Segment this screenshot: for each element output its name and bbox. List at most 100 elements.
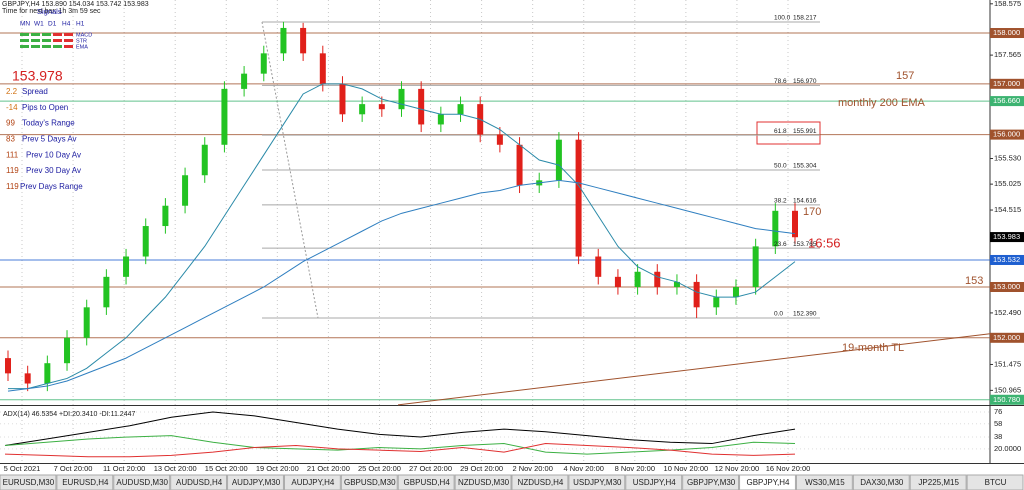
candle-body <box>44 363 51 384</box>
signal-box <box>64 33 73 36</box>
signal-box <box>20 33 29 36</box>
tab-label[interactable]: WS30,M15 <box>805 478 845 487</box>
x-tick-label: 25 Oct 20:00 <box>358 464 401 473</box>
timeframe: W1 <box>34 21 44 28</box>
price-tag-label: 158.000 <box>993 28 1020 37</box>
tab-label[interactable]: EURUSD,M30 <box>3 478 55 487</box>
candle-body <box>5 358 11 374</box>
tab[interactable] <box>568 474 626 490</box>
candle-body <box>64 337 71 364</box>
indicator-name: STR <box>76 38 87 44</box>
candle-body <box>673 281 680 287</box>
timeframe: D1 <box>48 21 57 28</box>
candle-body <box>752 246 759 287</box>
tab[interactable] <box>739 474 796 490</box>
tab[interactable] <box>966 474 1024 490</box>
tab[interactable] <box>625 474 683 490</box>
price-tag-label: 153.532 <box>993 255 1020 264</box>
annotation: 153 <box>965 275 983 287</box>
candle-body <box>162 205 169 227</box>
x-tick-label: 10 Nov 20:00 <box>664 464 709 473</box>
tab[interactable] <box>340 474 398 490</box>
candle-body <box>418 88 425 125</box>
signal-box <box>42 45 51 48</box>
tab[interactable] <box>397 474 455 490</box>
annotation: monthly 200 EMA <box>838 97 925 109</box>
x-tick-label: 11 Oct 20:00 <box>103 464 145 473</box>
tab[interactable] <box>283 474 341 490</box>
tab-label[interactable]: AUDUSD,H4 <box>176 478 223 487</box>
tab[interactable] <box>113 474 171 490</box>
price-tag <box>990 394 1024 405</box>
stat-value: -14 <box>6 103 18 112</box>
candle-body <box>772 210 779 247</box>
tab-label[interactable]: GBPJPY,M30 <box>687 478 736 487</box>
candle-body <box>280 27 287 54</box>
candle-body <box>359 104 366 115</box>
signal-box <box>20 45 29 48</box>
tab-label[interactable]: JP225,M15 <box>918 478 959 487</box>
stat-label: Pips to Open <box>22 103 68 112</box>
tab-label[interactable]: USDJPY,M30 <box>573 478 622 487</box>
candle-body <box>123 256 130 277</box>
candle-body <box>201 144 208 176</box>
tab-label[interactable]: NZDUSD,M30 <box>458 478 510 487</box>
tab-label[interactable]: EURUSD,H4 <box>62 478 109 487</box>
candle-body <box>614 276 621 287</box>
tab[interactable] <box>56 474 114 490</box>
candle-body <box>221 88 228 145</box>
price-tag-label: 153.000 <box>993 282 1020 291</box>
y-tick-label: 150.965 <box>994 385 1021 394</box>
candle-body <box>575 139 582 257</box>
price-tag <box>990 78 1024 89</box>
fib-price: 154.616 <box>793 198 817 205</box>
annotation: 19-month TL <box>842 342 904 354</box>
stat-label: Prev 10 Day Av <box>26 150 81 159</box>
candle-body <box>103 276 110 308</box>
tab-label[interactable]: GBPUSD,M30 <box>344 478 396 487</box>
tab-label[interactable]: USDJPY,H4 <box>633 478 677 487</box>
x-tick-label: 5 Oct 2021 <box>4 464 41 473</box>
tab-label[interactable]: AUDUSD,M30 <box>116 478 168 487</box>
stat-label: Today's Range <box>22 119 75 128</box>
indicator-name: EMA <box>76 44 88 50</box>
signal-box <box>31 39 40 42</box>
fib-price: 152.390 <box>793 311 817 318</box>
price-tag <box>990 96 1024 107</box>
tab[interactable] <box>909 474 967 490</box>
tab[interactable] <box>852 474 910 490</box>
signal-box <box>64 39 73 42</box>
tab-label[interactable]: GBPUSD,H4 <box>404 478 451 487</box>
tab-label[interactable]: BTCU <box>985 478 1007 487</box>
candle-body <box>555 139 562 181</box>
candle-body <box>516 144 523 186</box>
tab[interactable] <box>511 474 569 490</box>
signal-box <box>31 45 40 48</box>
tab-label[interactable]: NZDUSD,H4 <box>518 478 564 487</box>
price-tag-label: 153.983 <box>993 232 1020 241</box>
tab-label[interactable]: AUDJPY,H4 <box>291 478 335 487</box>
price-tag <box>990 28 1024 39</box>
tab[interactable] <box>682 474 740 490</box>
price-big: 153.978 <box>12 68 63 84</box>
price-tag <box>990 281 1024 292</box>
fib-price: 158.217 <box>793 15 817 22</box>
fib-level: 78.6 <box>774 78 787 85</box>
tab[interactable] <box>170 474 228 490</box>
tab-label[interactable]: DAX30,M30 <box>860 478 904 487</box>
tab[interactable] <box>795 474 853 490</box>
tab-label[interactable]: GBPJPY,H4 <box>747 478 791 487</box>
tab[interactable] <box>454 474 512 490</box>
candle-body <box>654 271 661 287</box>
tab-label[interactable]: AUDJPY,M30 <box>232 478 281 487</box>
moving-average <box>7 179 796 392</box>
y-tick-label: 158.575 <box>994 0 1021 8</box>
y-tick-label: 155.025 <box>994 179 1021 188</box>
x-tick-label: 15 Oct 20:00 <box>205 464 248 473</box>
fib-level: 23.6 <box>774 241 787 248</box>
tab[interactable] <box>0 474 57 490</box>
tab[interactable] <box>227 474 284 490</box>
